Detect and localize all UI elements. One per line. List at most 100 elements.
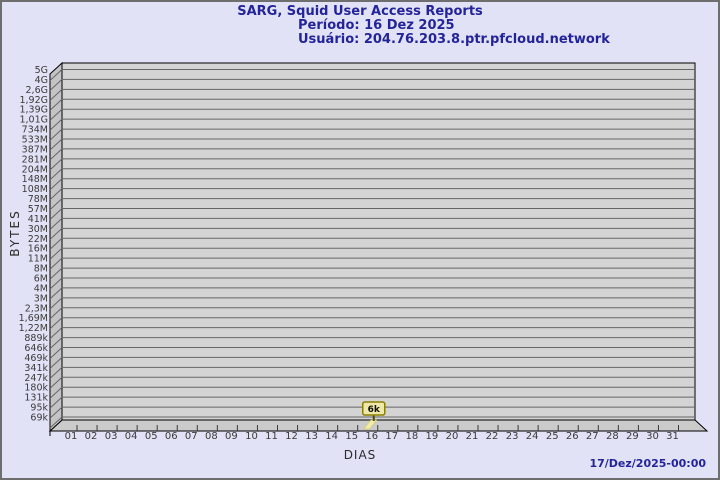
y-tick-label: 3M — [34, 293, 48, 304]
y-wall-tick — [49, 297, 63, 310]
y-wall-tick — [49, 366, 63, 379]
y-wall-tick — [49, 188, 63, 201]
y-tick-label: 734M — [22, 125, 48, 136]
y-wall-tick — [49, 227, 63, 240]
report-title: SARG, Squid User Access Reports — [237, 4, 483, 19]
y-tick-label: 41M — [28, 214, 48, 225]
y-wall-tick — [49, 148, 63, 161]
y-wall-tick — [49, 267, 63, 280]
x-tick-label: 19 — [426, 431, 439, 442]
x-tick-label: 12 — [285, 431, 298, 442]
x-tick-label: 28 — [606, 431, 619, 442]
y-tick-label: 1,92G — [19, 95, 48, 106]
y-wall-tick — [49, 118, 63, 131]
y-wall-tick — [49, 108, 63, 121]
y-wall-tick — [49, 208, 63, 220]
y-tick-label: 11M — [28, 254, 48, 265]
x-tick-label: 18 — [405, 431, 418, 442]
report-period: Período: 16 Dez 2025 — [298, 18, 455, 33]
y-tick-label: 1,69M — [19, 313, 48, 324]
y-tick-label: 2,3M — [25, 303, 48, 314]
y-wall-tick — [49, 357, 63, 369]
x-tick-label: 21 — [466, 431, 479, 442]
report-timestamp: 17/Dez/2025-00:00 — [589, 457, 706, 470]
y-tick-label: 281M — [22, 154, 48, 165]
x-tick-label: 17 — [385, 431, 398, 442]
y-tick-label: 57M — [28, 204, 48, 215]
x-tick-label: 05 — [145, 431, 158, 442]
y-tick-label: 108M — [22, 184, 48, 195]
y-tick-label: 16M — [28, 244, 48, 255]
y-tick-label: 8M — [34, 264, 48, 275]
bar-value-label: 6k — [368, 405, 381, 415]
y-wall-tick — [49, 416, 63, 429]
y-tick-label: 1,01G — [19, 115, 48, 126]
x-tick-label: 03 — [105, 431, 118, 442]
y-tick-label: 180k — [24, 383, 48, 394]
x-tick-label: 27 — [586, 431, 599, 442]
x-tick-label: 13 — [305, 431, 318, 442]
x-tick-label: 26 — [566, 431, 579, 442]
y-tick-label: 4G — [35, 75, 48, 86]
y-wall-tick — [49, 198, 63, 210]
y-tick-label: 2,6G — [26, 85, 48, 96]
x-tick-label: 31 — [666, 431, 679, 442]
y-wall-tick — [49, 237, 63, 250]
y-wall-tick — [49, 247, 63, 260]
y-wall-tick — [49, 307, 63, 320]
y-tick-label: 341k — [24, 363, 48, 374]
plot-area — [61, 62, 696, 421]
y-wall-tick — [49, 168, 63, 181]
x-tick-label: 07 — [185, 431, 198, 442]
x-tick-label: 10 — [245, 431, 258, 442]
x-tick-label: 23 — [506, 431, 519, 442]
x-tick-label: 29 — [626, 431, 639, 442]
y-wall-tick — [49, 386, 63, 399]
y-tick-label: 1,22M — [19, 323, 48, 334]
y-wall-tick — [49, 376, 63, 389]
report-user: Usuário: 204.76.203.8.ptr.pfcloud.networ… — [298, 32, 610, 47]
y-tick-label: 95k — [30, 403, 48, 414]
x-tick-label: 30 — [646, 431, 659, 442]
y-tick-label: 469k — [24, 353, 48, 364]
y-wall-tick — [49, 287, 63, 300]
y-wall-tick — [49, 158, 63, 171]
y-tick-label: 1,39G — [19, 105, 48, 116]
y-wall-tick — [49, 257, 63, 270]
y-wall-tick — [49, 406, 63, 419]
y-wall-tick — [49, 178, 63, 191]
y-tick-label: 5G — [35, 65, 48, 76]
y-wall-tick — [49, 327, 63, 340]
y-wall-tick — [49, 218, 63, 230]
y-wall-tick — [49, 277, 63, 290]
y-wall-tick — [49, 79, 63, 91]
bar-value-flag — [362, 401, 386, 416]
x-tick-label: 02 — [85, 431, 98, 442]
y-tick-label: 30M — [28, 224, 48, 235]
y-tick-label: 148M — [22, 174, 48, 185]
x-tick-label: 04 — [125, 431, 138, 442]
y-tick-label: 131k — [24, 393, 48, 404]
y-wall-tick — [49, 98, 63, 111]
y-tick-label: 204M — [22, 164, 48, 175]
y-tick-label: 889k — [24, 333, 48, 344]
x-tick-label: 06 — [165, 431, 178, 442]
y-tick-label: 533M — [22, 135, 48, 146]
x-tick-label: 14 — [325, 431, 338, 442]
x-axis-title: DIAS — [343, 448, 377, 462]
y-tick-label: 6M — [34, 274, 48, 285]
y-wall-tick — [49, 69, 63, 81]
x-axis: 01 02 03 04 05 06 07 08 09 10 11 12 13 14 15 16 17 18 19 20… — [65, 425, 679, 442]
x-tick-label: 22 — [486, 431, 499, 442]
x-tick-label: 08 — [205, 431, 218, 442]
y-tick-label: 69k — [30, 413, 48, 424]
x-tick-label: 25 — [546, 431, 559, 442]
y-tick-label: 387M — [22, 144, 48, 155]
y-tick-label: 247k — [24, 373, 48, 384]
x-tick-label: 11 — [265, 431, 278, 442]
y-tick-label: 646k — [24, 343, 48, 354]
y-tick-label: 22M — [28, 234, 48, 245]
x-tick-label: 01 — [65, 431, 78, 442]
